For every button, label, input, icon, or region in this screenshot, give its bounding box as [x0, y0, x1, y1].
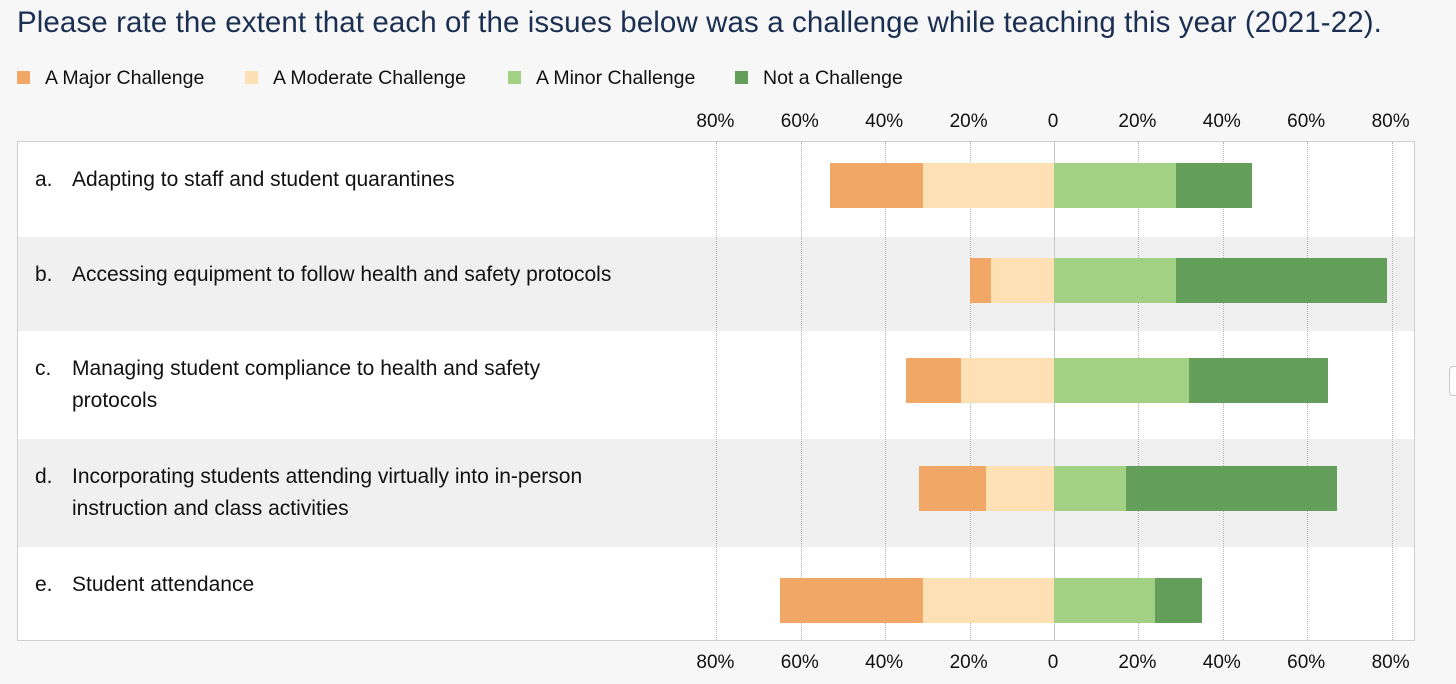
row-letter: e. — [35, 573, 53, 596]
x-tick-top-7: 60% — [1287, 111, 1326, 132]
bar-not-a-challenge — [1125, 466, 1337, 511]
x-tick-top-1: 60% — [780, 111, 819, 132]
gridline — [885, 142, 887, 640]
chart-row: a. Adapting to staff and student quaranti… — [18, 142, 1414, 237]
bar-minor-challenge — [1054, 163, 1177, 208]
bar-not-a-challenge — [1176, 258, 1388, 303]
x-tick-bottom-1: 60% — [780, 652, 819, 673]
legend-swatch-major — [17, 71, 30, 84]
gridline — [800, 142, 802, 640]
x-tick-bottom-7: 60% — [1287, 652, 1326, 673]
x-tick-bottom-4: 0 — [1047, 652, 1059, 673]
x-tick-bottom-2: 40% — [865, 652, 904, 673]
category-label-line: Accessing equipment to follow health and… — [72, 263, 612, 286]
bar-moderate-challenge — [986, 466, 1054, 511]
bar-not-a-challenge — [1155, 578, 1202, 623]
bar-major-challenge — [969, 258, 991, 303]
bar-moderate-challenge — [923, 578, 1054, 623]
bar-moderate-challenge — [923, 163, 1054, 208]
bar-major-challenge — [830, 163, 924, 208]
bar-moderate-challenge — [961, 358, 1054, 403]
bar-major-challenge — [918, 466, 987, 511]
page-title: Please rate the extent that each of the … — [17, 6, 1382, 39]
legend-swatch-minor — [508, 71, 521, 84]
bar-minor-challenge — [1054, 358, 1190, 403]
category-label: Student attendance — [72, 569, 672, 601]
legend-label-moderate: A Moderate Challenge — [273, 67, 466, 89]
bar-major-challenge — [906, 358, 962, 403]
bar-not-a-challenge — [1176, 163, 1253, 208]
bar-not-a-challenge — [1189, 358, 1329, 403]
legend-label-minor: A Minor Challenge — [536, 67, 696, 89]
bar-moderate-challenge — [990, 258, 1054, 303]
gridline — [716, 142, 718, 640]
scroll-handle[interactable] — [1449, 366, 1456, 396]
x-axis-bottom: 80% 60% 40% 20% 0 20% 40% 60% 80% — [0, 651, 1456, 675]
row-letter: d. — [35, 465, 53, 488]
legend-label-major: A Major Challenge — [45, 67, 205, 89]
x-tick-bottom-8: 80% — [1371, 652, 1410, 673]
category-label: Adapting to staff and student quarantine… — [72, 164, 672, 196]
legend-swatch-moderate — [245, 71, 258, 84]
x-tick-top-8: 80% — [1371, 111, 1410, 132]
x-tick-bottom-3: 20% — [949, 652, 988, 673]
category-label: Incorporating students attending virtual… — [72, 461, 672, 525]
category-label-line: instruction and class activities — [72, 497, 349, 520]
x-tick-top-3: 20% — [949, 111, 988, 132]
bar-minor-challenge — [1054, 578, 1156, 623]
x-tick-top-6: 40% — [1202, 111, 1241, 132]
gridline — [1391, 142, 1393, 640]
category-label-line: Incorporating students attending virtual… — [72, 465, 583, 488]
x-tick-bottom-6: 40% — [1202, 652, 1241, 673]
row-letter: a. — [35, 168, 53, 191]
x-tick-top-4: 0 — [1047, 111, 1059, 132]
chart-row: b. Accessing equipment to follow health a… — [18, 237, 1414, 331]
bar-minor-challenge — [1054, 258, 1177, 303]
row-letter: b. — [35, 263, 53, 286]
bar-major-challenge — [779, 578, 924, 623]
x-tick-top-2: 40% — [865, 111, 904, 132]
x-tick-bottom-0: 80% — [696, 652, 735, 673]
x-tick-top-0: 80% — [696, 111, 735, 132]
category-label: Managing student compliance to health an… — [72, 353, 672, 417]
row-letter: c. — [35, 357, 52, 380]
bar-minor-challenge — [1054, 466, 1126, 511]
chart-plot-area: a. Adapting to staff and student quaranti… — [17, 141, 1415, 641]
category-label-line: protocols — [72, 389, 158, 412]
category-label-line: Adapting to staff and student quarantine… — [72, 168, 455, 191]
category-label: Accessing equipment to follow health and… — [72, 259, 672, 291]
chart-row: e. Student attendance — [18, 547, 1414, 640]
x-axis-top: 80% 60% 40% 20% 0 20% 40% 60% 80% — [0, 110, 1456, 134]
x-tick-bottom-5: 20% — [1118, 652, 1157, 673]
category-label-line: Student attendance — [72, 573, 255, 596]
legend-swatch-not — [735, 71, 748, 84]
legend-label-not: Not a Challenge — [763, 67, 903, 89]
chart-row: c. Managing student compliance to health … — [18, 331, 1414, 439]
x-tick-top-5: 20% — [1118, 111, 1157, 132]
category-label-line: Managing student compliance to health an… — [72, 357, 541, 380]
